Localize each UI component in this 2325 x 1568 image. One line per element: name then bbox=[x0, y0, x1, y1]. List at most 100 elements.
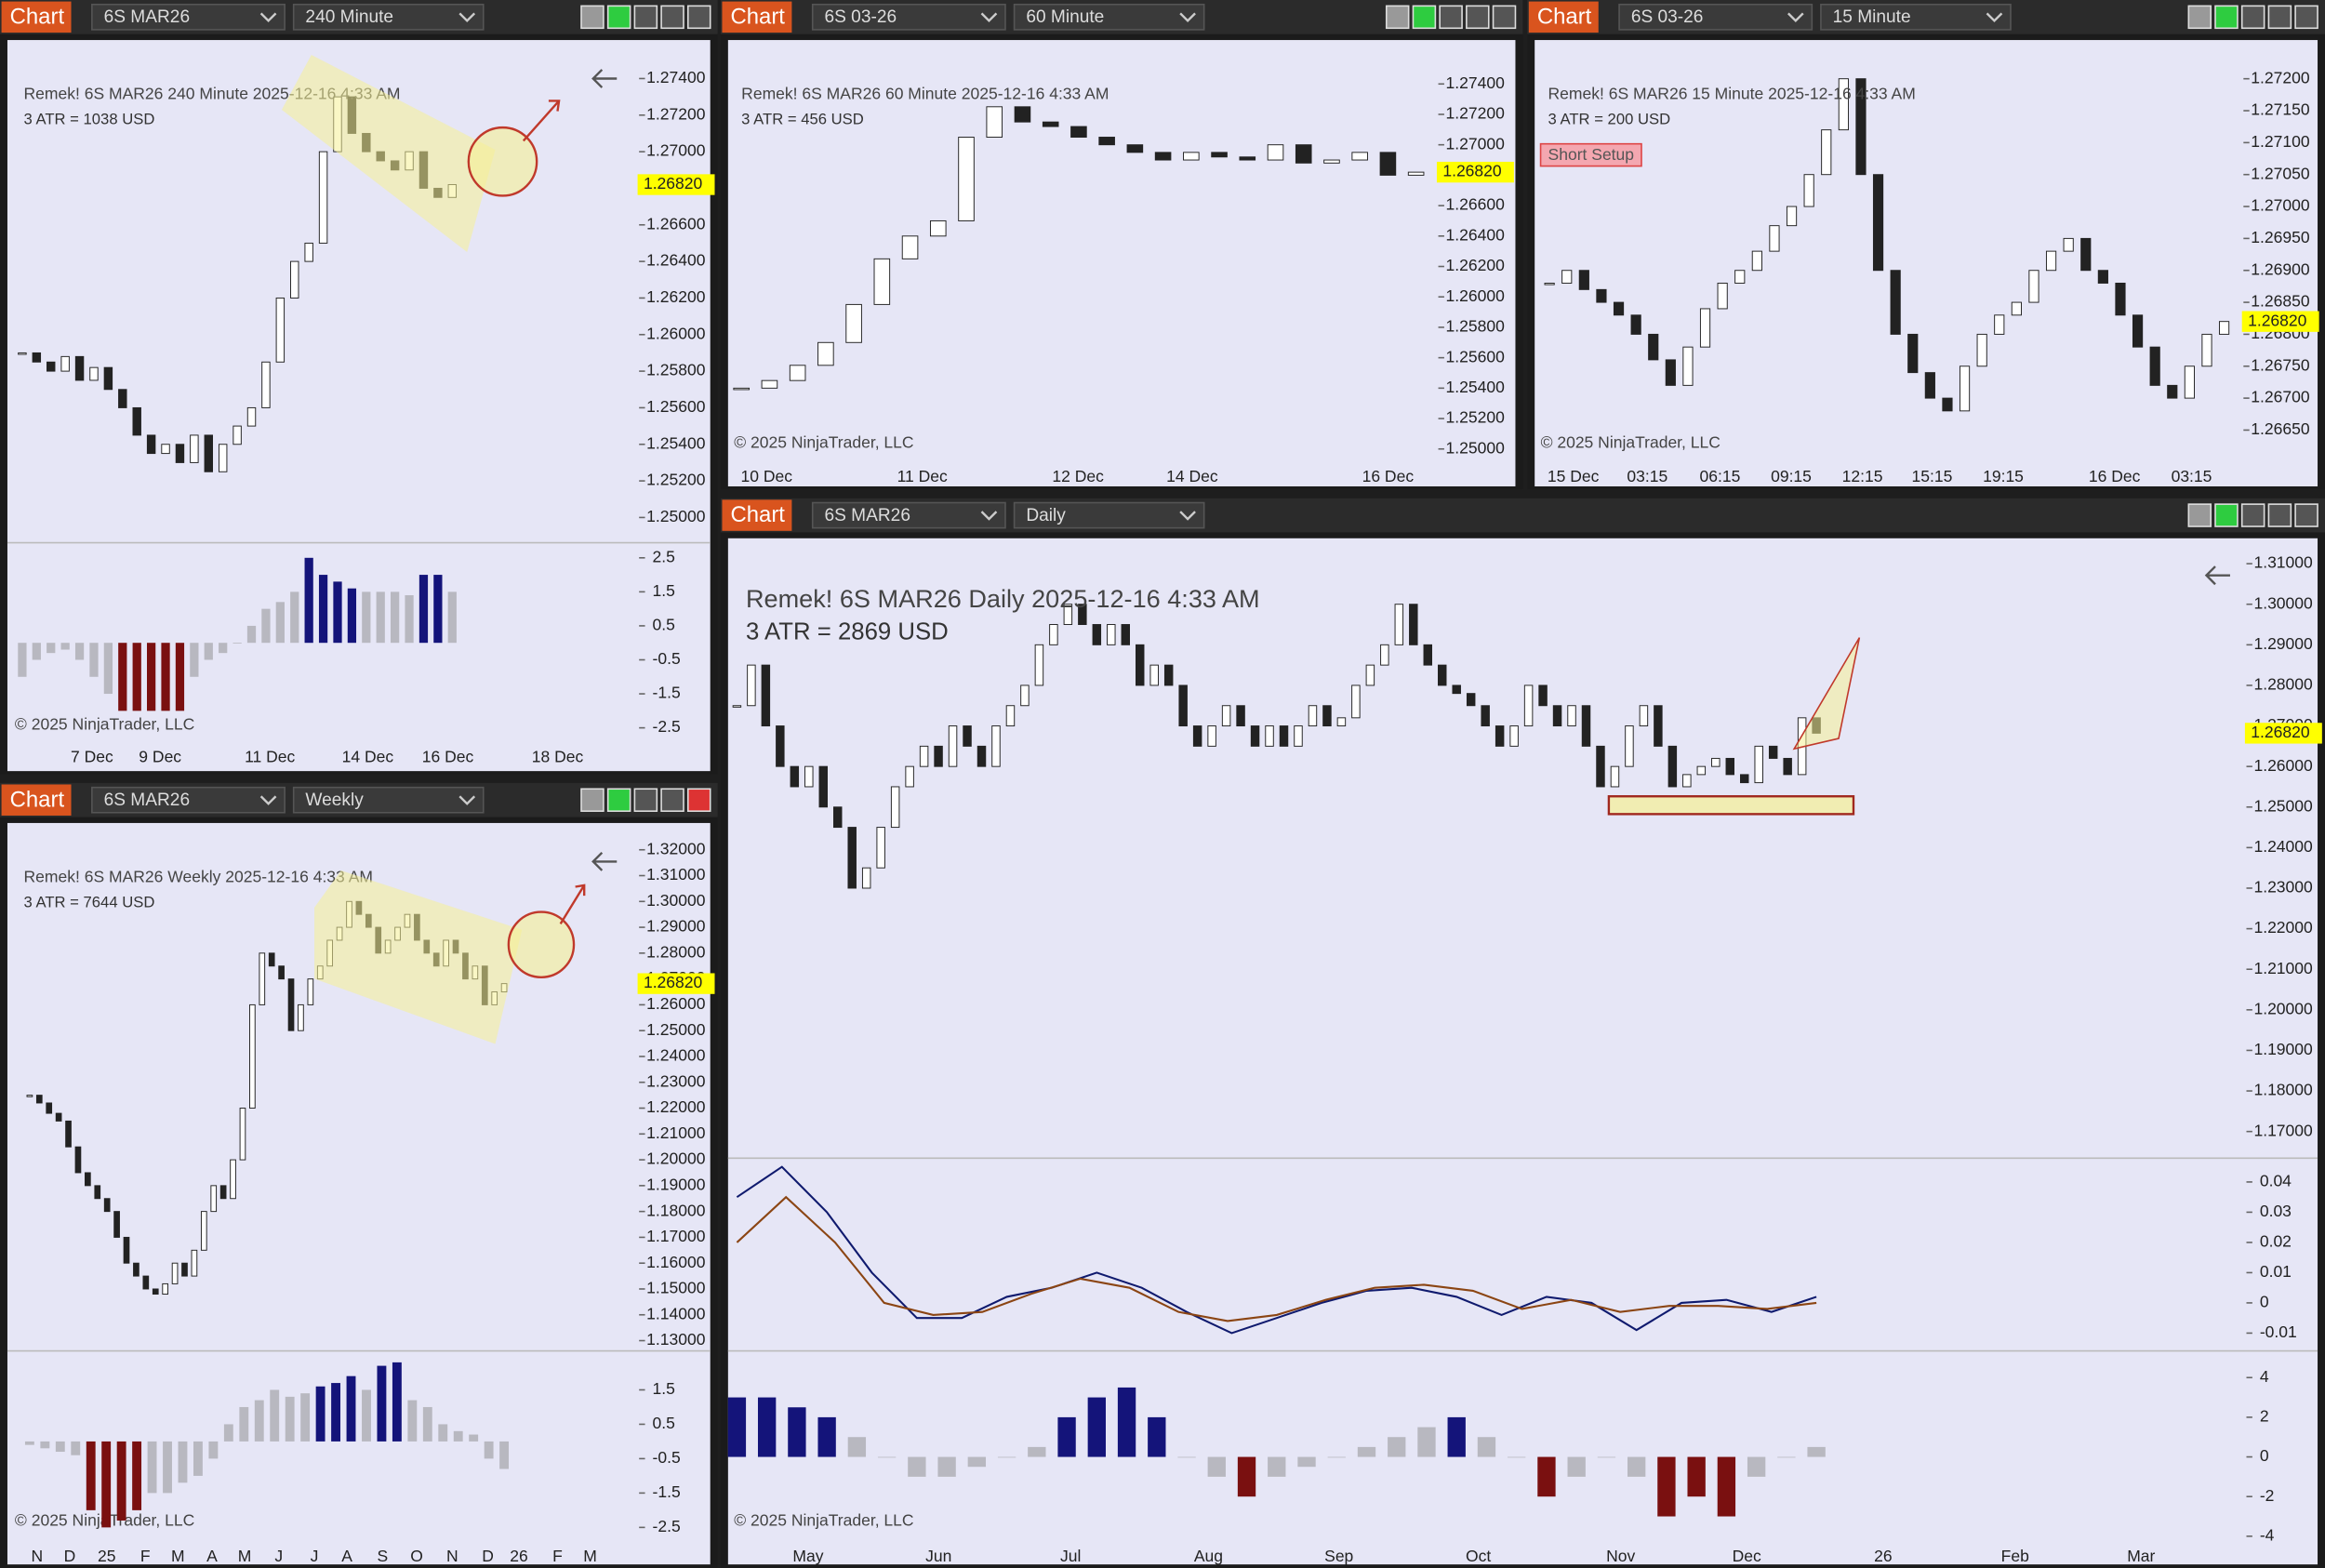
panel-tick-label: 0.5 bbox=[653, 1414, 675, 1432]
histogram-bar bbox=[1537, 1456, 1556, 1497]
chart-tab-label[interactable]: Chart bbox=[10, 4, 65, 29]
dropdown[interactable] bbox=[1013, 501, 1205, 529]
window-button[interactable] bbox=[660, 788, 684, 812]
x-tick-label: 9 Dec bbox=[139, 747, 181, 765]
window-button[interactable] bbox=[686, 5, 711, 30]
window-button[interactable] bbox=[1385, 5, 1410, 30]
dropdown[interactable] bbox=[811, 501, 1006, 529]
dropdown-chevron[interactable] bbox=[458, 795, 476, 805]
candle bbox=[1665, 359, 1676, 386]
candle bbox=[1250, 725, 1260, 747]
histogram-bar bbox=[71, 1441, 81, 1455]
x-tick-label: J bbox=[274, 1547, 283, 1565]
chart-tab[interactable] bbox=[1528, 1, 1599, 33]
dropdown-label[interactable]: 6S 03-26 bbox=[1631, 7, 1704, 27]
price-tick-label: 1.27200 bbox=[646, 104, 706, 123]
window-button[interactable] bbox=[606, 788, 631, 812]
dropdown-chevron[interactable] bbox=[259, 795, 277, 805]
window-button[interactable] bbox=[580, 5, 604, 30]
dropdown[interactable] bbox=[91, 786, 286, 814]
candle bbox=[948, 725, 958, 767]
window-button[interactable] bbox=[2187, 503, 2212, 527]
histogram-bar bbox=[1237, 1456, 1256, 1497]
price-tick-label: 1.27050 bbox=[2251, 164, 2310, 182]
candle bbox=[1751, 250, 1762, 272]
x-tick-label: A bbox=[341, 1547, 352, 1565]
dropdown[interactable] bbox=[1618, 3, 1814, 31]
panel-tick-label: 1.5 bbox=[653, 581, 675, 600]
dropdown-label[interactable]: 6S 03-26 bbox=[824, 7, 897, 27]
dropdown[interactable] bbox=[1820, 3, 2012, 31]
window-button[interactable] bbox=[1412, 5, 1437, 30]
dropdown-label[interactable]: 15 Minute bbox=[1833, 7, 1911, 27]
histogram-bar bbox=[346, 1375, 356, 1442]
price-tick-label: 1.25000 bbox=[646, 507, 706, 525]
window-button[interactable] bbox=[580, 788, 604, 812]
candle bbox=[161, 444, 170, 455]
dropdown[interactable] bbox=[292, 786, 485, 814]
window-button[interactable] bbox=[2294, 5, 2318, 30]
window-button[interactable] bbox=[2267, 5, 2292, 30]
window-button[interactable] bbox=[1439, 5, 1463, 30]
window-button[interactable] bbox=[606, 5, 631, 30]
histogram-bar bbox=[147, 1441, 157, 1494]
window-button[interactable] bbox=[633, 788, 658, 812]
window-button[interactable] bbox=[2187, 5, 2212, 30]
copyright: © 2025 NinjaTrader, LLC bbox=[734, 1511, 913, 1530]
histogram-bar bbox=[74, 643, 85, 660]
last-price-tag bbox=[637, 973, 715, 994]
dropdown-chevron[interactable] bbox=[259, 12, 277, 23]
chart-tab[interactable] bbox=[722, 1, 792, 33]
candle bbox=[861, 867, 871, 889]
candle bbox=[133, 1262, 140, 1277]
dropdown[interactable] bbox=[292, 3, 485, 31]
window-button[interactable] bbox=[2240, 5, 2265, 30]
dropdown-chevron[interactable] bbox=[1787, 12, 1804, 23]
dropdown-label[interactable]: 6S MAR26 bbox=[104, 791, 190, 810]
dropdown-label[interactable]: 60 Minute bbox=[1026, 7, 1104, 27]
window-button[interactable] bbox=[2240, 503, 2265, 527]
window-button[interactable] bbox=[2214, 503, 2239, 527]
histogram-bar bbox=[1177, 1456, 1196, 1458]
dropdown-label[interactable]: Daily bbox=[1026, 506, 1066, 525]
chart-tab[interactable] bbox=[722, 499, 792, 531]
chart-tab[interactable] bbox=[1, 784, 72, 816]
window-button[interactable] bbox=[660, 5, 684, 30]
histogram-bar bbox=[101, 1441, 112, 1528]
dropdown-chevron[interactable] bbox=[980, 12, 998, 23]
dropdown-label[interactable]: 240 Minute bbox=[305, 7, 393, 27]
window-button[interactable] bbox=[2214, 5, 2239, 30]
histogram-bar bbox=[1417, 1427, 1436, 1457]
chart-tab-label[interactable]: Chart bbox=[730, 502, 785, 527]
dropdown-chevron[interactable] bbox=[1986, 12, 2003, 23]
chart-tab[interactable] bbox=[1, 1, 72, 33]
dropdown-label[interactable]: Weekly bbox=[305, 791, 364, 810]
chart-tab-label[interactable]: Chart bbox=[1537, 4, 1592, 29]
histogram-bar bbox=[208, 1441, 219, 1459]
histogram-bar bbox=[132, 1441, 142, 1510]
candle bbox=[1976, 333, 1987, 367]
candle bbox=[963, 725, 972, 747]
candle bbox=[204, 434, 213, 472]
panel-tick-label: 0.02 bbox=[2260, 1232, 2292, 1251]
window-button[interactable] bbox=[1492, 5, 1517, 30]
window-button[interactable] bbox=[2267, 503, 2292, 527]
dropdown[interactable] bbox=[1013, 3, 1205, 31]
dropdown-label[interactable]: 6S MAR26 bbox=[824, 506, 910, 525]
histogram-bar bbox=[847, 1437, 867, 1457]
dropdown-chevron[interactable] bbox=[1179, 12, 1196, 23]
window-button[interactable] bbox=[633, 5, 658, 30]
dropdown-chevron[interactable] bbox=[980, 511, 998, 521]
dropdown-chevron[interactable] bbox=[458, 12, 476, 23]
window-button[interactable] bbox=[686, 788, 711, 812]
window-button[interactable] bbox=[1466, 5, 1490, 30]
chart-tab-label[interactable]: Chart bbox=[730, 4, 785, 29]
panel-tick-label: 0.03 bbox=[2260, 1202, 2292, 1220]
x-tick-label: 16 Dec bbox=[1362, 467, 1415, 485]
dropdown[interactable] bbox=[811, 3, 1006, 31]
chart-tab-label[interactable]: Chart bbox=[10, 787, 65, 812]
dropdown-chevron[interactable] bbox=[1179, 511, 1196, 521]
dropdown-label[interactable]: 6S MAR26 bbox=[104, 7, 190, 27]
window-button[interactable] bbox=[2294, 503, 2318, 527]
dropdown[interactable] bbox=[91, 3, 286, 31]
